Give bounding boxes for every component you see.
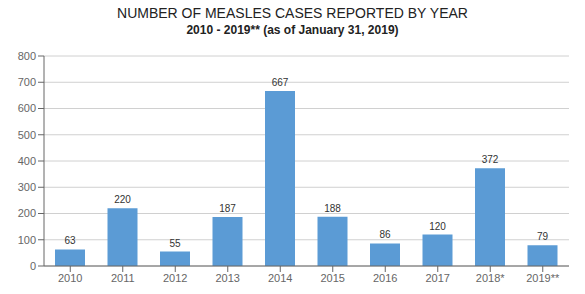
- svg-text:800: 800: [18, 50, 36, 62]
- svg-text:2016: 2016: [373, 272, 397, 284]
- svg-text:2013: 2013: [216, 272, 240, 284]
- svg-text:2012: 2012: [163, 272, 187, 284]
- svg-text:2019**: 2019**: [526, 272, 560, 284]
- svg-text:220: 220: [114, 194, 131, 205]
- svg-text:120: 120: [429, 221, 446, 232]
- html-text:2010 - 2019** (as of January 3: 2010 - 2019** (as of January 31, 2019): [186, 23, 399, 37]
- svg-text:200: 200: [18, 207, 36, 219]
- svg-text:2010: 2010: [58, 272, 82, 284]
- svg-text:500: 500: [18, 129, 36, 141]
- svg-text:2014: 2014: [268, 272, 292, 284]
- svg-text:55: 55: [169, 238, 181, 249]
- svg-text:600: 600: [18, 102, 36, 114]
- svg-text:2017: 2017: [426, 272, 450, 284]
- svg-text:100: 100: [18, 234, 36, 246]
- svg-text:400: 400: [18, 155, 36, 167]
- svg-text:63: 63: [64, 235, 76, 246]
- svg-text:188: 188: [324, 203, 341, 214]
- svg-text:79: 79: [537, 231, 549, 242]
- svg-text:2015: 2015: [321, 272, 345, 284]
- svg-text:86: 86: [379, 229, 391, 240]
- svg-text:0: 0: [30, 260, 36, 272]
- svg-text:2018*: 2018*: [476, 272, 505, 284]
- svg-text:300: 300: [18, 181, 36, 193]
- svg-text:187: 187: [219, 203, 236, 214]
- svg-text:667: 667: [272, 77, 289, 88]
- html-text:NUMBER OF MEASLES CASES REPORT: NUMBER OF MEASLES CASES REPORTED BY YEAR: [117, 5, 468, 21]
- svg-text:2011: 2011: [111, 272, 135, 284]
- svg-text:700: 700: [18, 76, 36, 88]
- svg-text:372: 372: [482, 154, 499, 165]
